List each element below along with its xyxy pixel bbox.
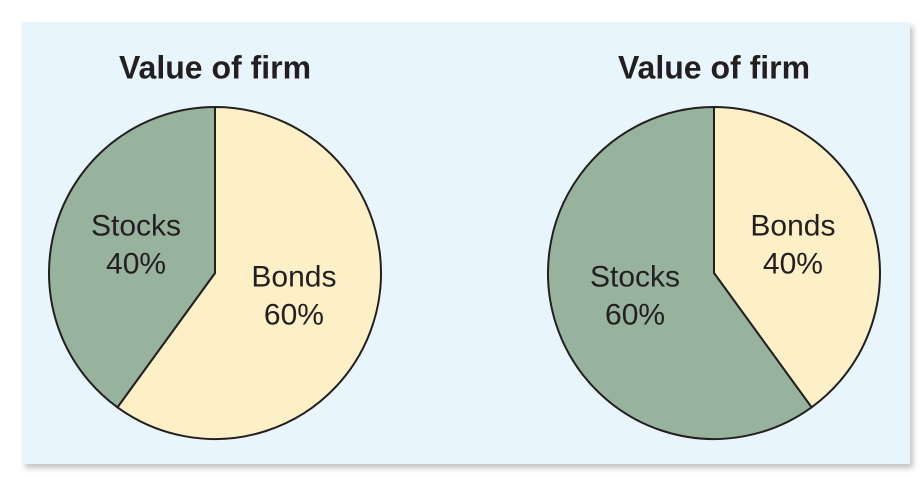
slice-value-label: 60% xyxy=(264,299,324,332)
slice-label: Stocks xyxy=(91,209,181,242)
slice-label: Stocks xyxy=(590,261,680,294)
chart-title: Value of firm xyxy=(618,49,810,85)
slice-value-label: 40% xyxy=(106,247,166,280)
pie-slice xyxy=(713,105,881,409)
pie-slice xyxy=(547,105,813,440)
chart-title: Value of firm xyxy=(119,49,311,85)
pie-slice xyxy=(48,105,216,409)
slice-value-label: 60% xyxy=(605,299,665,332)
slice-label: Bonds xyxy=(251,261,336,294)
slice-label: Bonds xyxy=(750,209,835,242)
pie-slice xyxy=(116,105,382,440)
slice-value-label: 40% xyxy=(763,247,823,280)
